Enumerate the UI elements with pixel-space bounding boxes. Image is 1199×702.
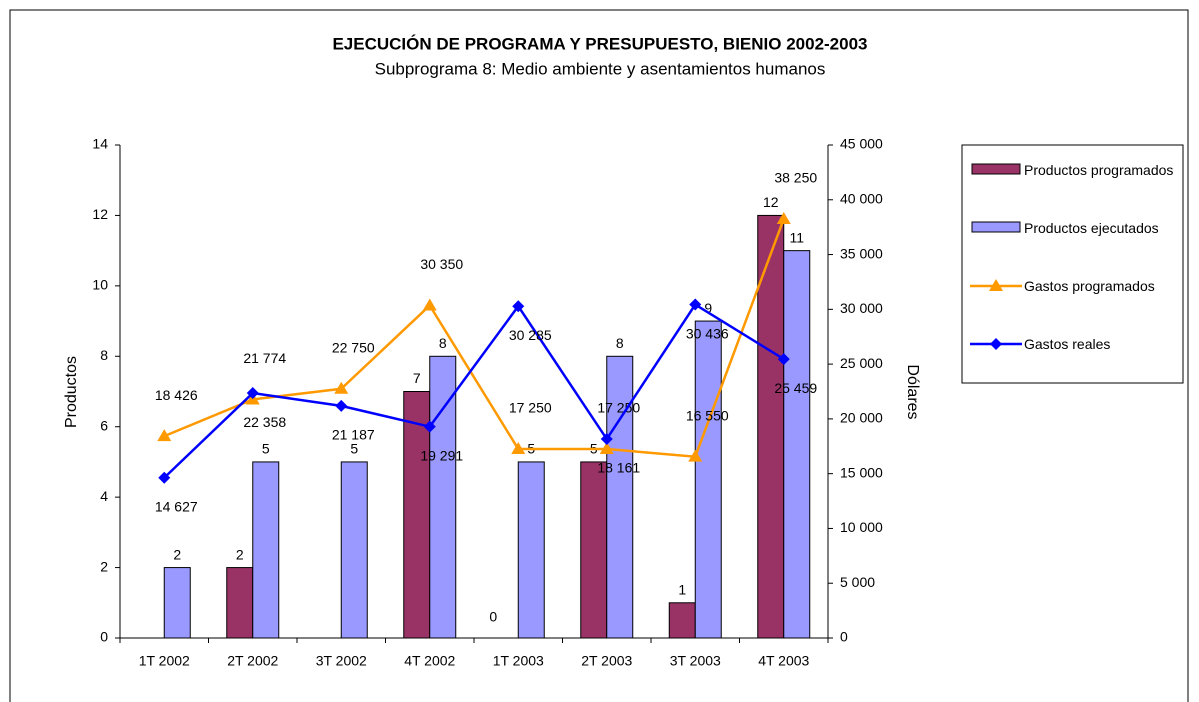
chart-title: EJECUCIÓN DE PROGRAMA Y PRESUPUESTO, BIE… [332,34,867,53]
bar [163,567,191,639]
marker [777,353,790,366]
line-label: 22 750 [332,339,375,355]
bar-label: 5 [350,441,358,457]
marker [689,298,702,311]
bar [252,461,280,639]
marker [335,399,348,412]
marker [776,211,791,224]
marker [422,298,437,311]
x-tick-label: 4T 2002 [404,653,455,669]
line-label: 21 774 [243,350,286,366]
x-tick-label: 1T 2002 [139,653,190,669]
legend-entry: Gastos programados [1024,278,1155,294]
legend-entry: Productos programados [1024,162,1174,178]
marker [688,449,703,462]
bar-label: 7 [413,370,421,386]
marker [600,433,613,446]
y-tick-label: 8 [100,347,108,363]
frame [9,9,1189,702]
y2-axis-title: Dólares [904,364,921,419]
line-label: 38 250 [774,170,817,186]
legend-entry: Gastos reales [1024,336,1111,352]
y-tick-label: 6 [100,417,108,433]
bar-label: 2 [173,546,181,562]
bar-label: 11 [789,229,804,245]
x-tick-label: 3T 2003 [670,653,721,669]
bar [517,461,545,639]
y2-tick-label: 0 [840,629,848,645]
x-tick-label: 2T 2003 [581,653,632,669]
bar-label: 1 [678,581,686,597]
line-label: 19 291 [420,447,463,463]
y2-tick-label: 40 000 [840,190,883,206]
bar [668,602,696,639]
line-label: 30 350 [420,256,463,272]
line-label: 18 161 [597,460,640,476]
bar [580,461,608,639]
bar-label: 12 [763,194,779,210]
y2-tick-label: 5 000 [840,574,875,590]
line-label: 22 358 [243,414,286,430]
legend-marker [990,338,1002,350]
y2-tick-label: 45 000 [840,136,883,152]
marker [599,442,614,455]
bar [340,461,368,639]
y2-tick-label: 35 000 [840,245,883,261]
bar [606,355,634,639]
line-label: 18 426 [155,387,198,403]
y2-tick-label: 10 000 [840,519,883,535]
marker [158,471,171,484]
line-label: 17 250 [509,400,552,416]
line [163,302,785,479]
line [163,218,785,459]
line-label: 21 187 [332,427,375,443]
chart-subtitle: Subprograma 8: Medio ambiente y asentami… [375,59,826,78]
y2-tick-label: 30 000 [840,300,883,316]
y-axis-title: Productos [63,356,80,428]
bar-label: 5 [262,441,270,457]
y-tick-label: 2 [100,558,108,574]
bar [226,567,254,639]
x-tick-label: 3T 2002 [316,653,367,669]
x-tick-label: 1T 2003 [493,653,544,669]
marker [334,381,349,394]
marker [246,387,259,400]
legend-swatch [971,163,1021,175]
line-label: 14 627 [155,498,198,514]
bar [757,214,785,639]
bar [694,320,722,639]
line-label: 30 285 [509,327,552,343]
y2-tick-label: 20 000 [840,410,883,426]
y-tick-label: 0 [100,629,108,645]
marker [512,300,525,313]
line-label: 25 459 [774,380,817,396]
line-label: 17 250 [597,400,640,416]
legend-marker [989,279,1003,291]
legend-swatch [971,221,1021,233]
y2-tick-label: 25 000 [840,355,883,371]
marker [511,442,526,455]
legend-entry: Productos ejecutados [1024,220,1159,236]
marker [157,429,172,442]
y-tick-label: 4 [100,488,108,504]
line-label: 16 550 [686,407,729,423]
marker [423,420,436,433]
y2-tick-label: 15 000 [840,464,883,480]
bar [783,250,811,639]
bar-label: 8 [439,335,447,351]
bar [429,355,457,639]
line-label: 30 436 [686,325,729,341]
bar-label: 8 [616,335,624,351]
y-tick-label: 10 [92,277,108,293]
bar-label: 2 [236,546,244,562]
y-tick-label: 14 [92,136,108,152]
x-tick-label: 2T 2002 [227,653,278,669]
x-tick-label: 4T 2003 [758,653,809,669]
bar-label: 0 [489,609,497,625]
bar-label: 9 [704,300,712,316]
y-tick-label: 12 [92,206,108,222]
